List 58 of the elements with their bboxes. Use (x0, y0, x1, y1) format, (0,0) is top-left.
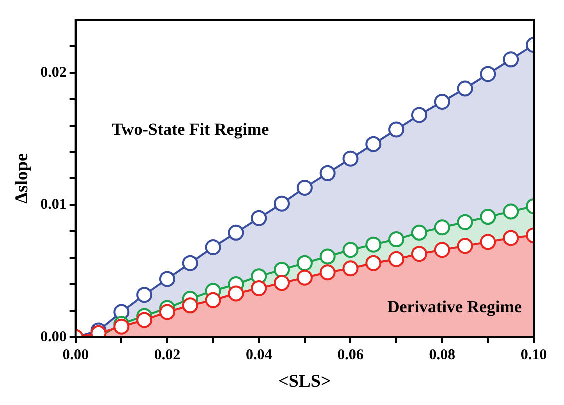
point (457, 214, 474, 230)
annotation: Derivative Regime (387, 297, 522, 316)
point (434, 242, 450, 258)
point (320, 248, 336, 265)
y-tick-label: 0.02 (40, 64, 67, 81)
point (274, 262, 290, 278)
point (159, 271, 176, 288)
point (480, 209, 496, 226)
point (342, 242, 359, 258)
point (228, 224, 244, 241)
y-axis-title: Δslope (11, 154, 32, 204)
point (411, 246, 428, 262)
point (388, 122, 405, 138)
point (296, 270, 313, 286)
point (274, 275, 290, 292)
point (182, 255, 198, 272)
x-tick-label: 0.10 (520, 347, 548, 364)
point (296, 180, 313, 196)
point (159, 304, 176, 320)
point (342, 260, 359, 277)
point (457, 238, 474, 254)
x-tick-label: 0.02 (154, 347, 181, 364)
x-axis-title: <SLS> (278, 370, 332, 391)
point (457, 80, 474, 97)
point (366, 136, 382, 152)
x-tick-label: 0.08 (429, 347, 456, 364)
point (205, 239, 222, 256)
point (320, 165, 336, 182)
point (388, 251, 405, 268)
point (182, 298, 198, 314)
y-tick-label: 0.00 (40, 329, 67, 346)
point (411, 107, 428, 124)
point (228, 286, 244, 302)
point (480, 66, 496, 82)
point (503, 204, 520, 220)
point (296, 255, 313, 272)
x-tick-label: 0.06 (338, 347, 364, 364)
point (274, 196, 290, 212)
point (503, 52, 520, 68)
point (411, 224, 428, 241)
point (366, 236, 382, 253)
y-tick-label: 0.01 (40, 197, 67, 214)
x-tick-label: 0.00 (62, 347, 89, 364)
point (320, 264, 336, 281)
point (434, 94, 450, 110)
x-tick-label: 0.04 (246, 347, 273, 364)
point (205, 292, 222, 308)
point (251, 280, 268, 296)
point (136, 312, 153, 328)
point (434, 220, 450, 236)
point (136, 287, 153, 304)
point (503, 230, 520, 246)
annotation: Two-State Fit Regime (112, 120, 270, 139)
point (480, 234, 496, 250)
point (342, 150, 359, 167)
point (251, 210, 268, 226)
point (366, 255, 382, 272)
point (388, 232, 405, 248)
